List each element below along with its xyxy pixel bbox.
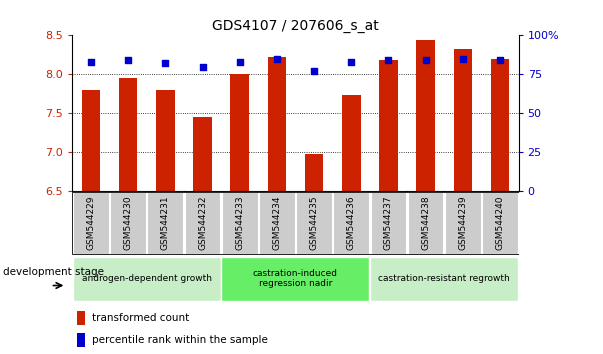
Bar <box>73 257 221 301</box>
Point <box>458 56 468 62</box>
Bar <box>148 192 183 254</box>
Bar <box>230 74 249 191</box>
Text: GSM544233: GSM544233 <box>235 196 244 250</box>
Bar <box>296 192 332 254</box>
Bar <box>259 192 295 254</box>
Point <box>421 57 431 63</box>
Point <box>198 64 207 69</box>
Point <box>309 68 319 74</box>
Bar <box>77 311 85 325</box>
Bar <box>185 192 220 254</box>
Text: GSM544239: GSM544239 <box>458 196 467 250</box>
Text: GSM544229: GSM544229 <box>86 196 95 250</box>
Text: GSM544238: GSM544238 <box>421 196 430 250</box>
Point <box>272 56 282 62</box>
Bar <box>491 59 510 191</box>
Point <box>160 61 170 66</box>
Bar <box>193 117 212 191</box>
Point <box>235 59 245 65</box>
Text: transformed count: transformed count <box>92 313 189 323</box>
Bar <box>342 95 361 191</box>
Text: GSM544235: GSM544235 <box>309 196 318 250</box>
Bar <box>73 192 109 254</box>
Text: castration-induced
regression nadir: castration-induced regression nadir <box>253 269 338 288</box>
Text: GSM544236: GSM544236 <box>347 196 356 250</box>
Bar <box>81 90 100 191</box>
Text: GSM544234: GSM544234 <box>273 196 282 250</box>
Text: GSM544230: GSM544230 <box>124 196 133 250</box>
Point <box>384 57 393 63</box>
Bar <box>453 50 472 191</box>
Title: GDS4107 / 207606_s_at: GDS4107 / 207606_s_at <box>212 19 379 33</box>
Bar <box>156 90 175 191</box>
Bar <box>77 333 85 347</box>
Point <box>495 57 505 63</box>
Point <box>346 59 356 65</box>
Bar <box>119 78 137 191</box>
Point <box>86 59 96 65</box>
Bar <box>110 192 146 254</box>
Bar <box>221 257 370 301</box>
Bar <box>408 192 443 254</box>
Text: percentile rank within the sample: percentile rank within the sample <box>92 335 267 346</box>
Text: castration-resistant regrowth: castration-resistant regrowth <box>378 274 510 283</box>
Text: GSM544232: GSM544232 <box>198 196 207 250</box>
Text: GSM544231: GSM544231 <box>161 196 170 250</box>
Bar <box>305 154 323 191</box>
Bar <box>482 192 518 254</box>
Text: development stage: development stage <box>3 267 104 276</box>
Text: GSM544237: GSM544237 <box>384 196 393 250</box>
Bar <box>370 257 518 301</box>
Bar <box>379 60 398 191</box>
Bar <box>416 40 435 191</box>
Bar <box>445 192 481 254</box>
Bar <box>222 192 257 254</box>
Bar <box>333 192 369 254</box>
Bar <box>268 57 286 191</box>
Point <box>123 57 133 63</box>
Text: GSM544240: GSM544240 <box>496 196 505 250</box>
Bar <box>371 192 406 254</box>
Text: androgen-dependent growth: androgen-dependent growth <box>82 274 212 283</box>
